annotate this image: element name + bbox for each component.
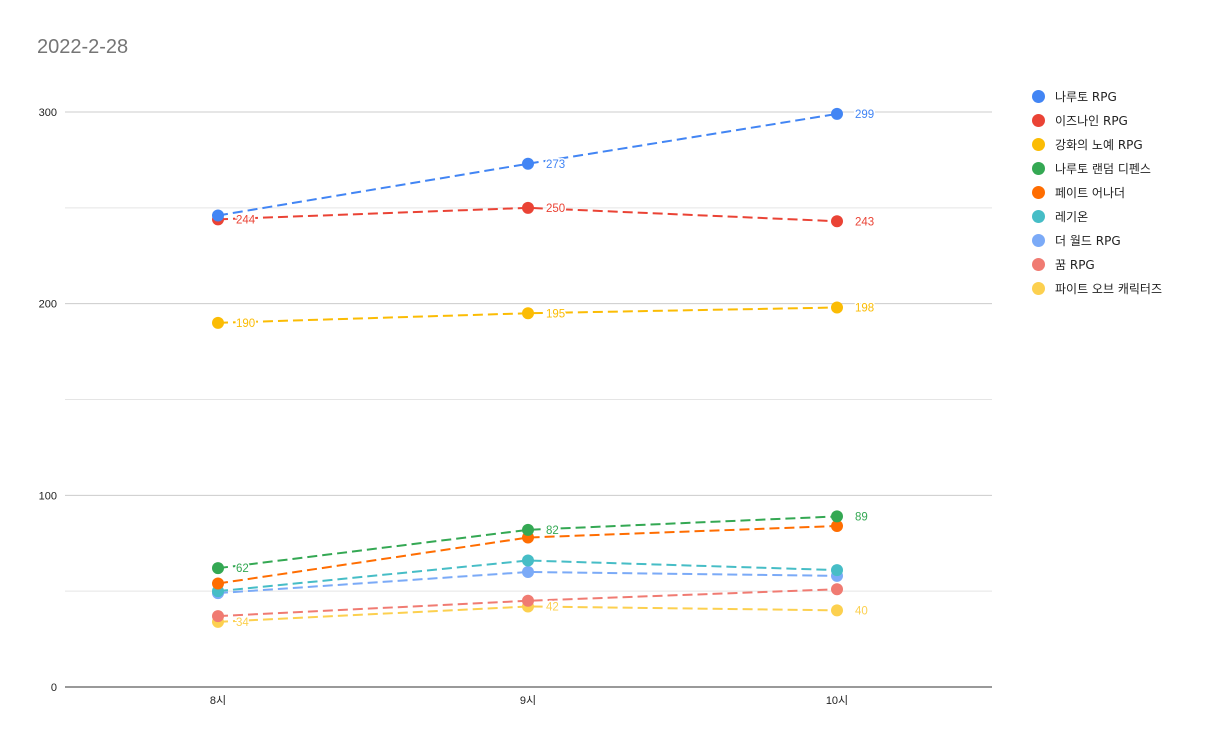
legend-label: 나루토 RPG	[1055, 89, 1117, 104]
series-line	[217, 570, 838, 595]
x-tick-label: 10시	[826, 695, 848, 707]
legend-swatch	[1032, 209, 1045, 223]
legend-item: 꿈 RPG	[1032, 252, 1162, 276]
data-label: 89	[855, 511, 868, 523]
data-label: 198	[855, 303, 874, 315]
data-label: 82	[546, 525, 559, 537]
legend-swatch	[1032, 185, 1045, 199]
legend-item: 나루토 랜덤 디펜스	[1032, 156, 1162, 180]
data-point	[212, 610, 224, 623]
legend-label: 파이트 오브 캐릭터즈	[1055, 281, 1162, 296]
data-label: 34	[236, 617, 249, 629]
legend-item: 레기온	[1032, 204, 1162, 228]
legend-item: 더 월드 RPG	[1032, 228, 1162, 252]
legend-item: 이즈나인 RPG	[1032, 108, 1162, 132]
data-label: 243	[855, 216, 874, 228]
data-point	[212, 577, 224, 590]
data-point	[522, 523, 534, 536]
series-line	[217, 605, 838, 623]
data-label: 195	[546, 308, 565, 320]
series-line	[217, 206, 838, 223]
legend-item: 파이트 오브 캐릭터즈	[1032, 276, 1162, 300]
x-tick-label: 9시	[520, 695, 536, 707]
data-label: 273	[546, 159, 565, 171]
legend-swatch	[1032, 257, 1045, 271]
data-point	[831, 583, 843, 596]
chart-title: 2022-2-28	[37, 36, 129, 58]
data-point	[212, 562, 224, 575]
data-label: 40	[855, 605, 868, 617]
legend-item: 강화의 노예 RPG	[1032, 132, 1162, 156]
data-label: 299	[855, 109, 874, 121]
legend-swatch	[1032, 89, 1045, 103]
data-point	[522, 157, 534, 170]
data-point	[522, 201, 534, 214]
data-point	[522, 554, 534, 567]
data-point	[831, 520, 843, 532]
series-line	[217, 515, 838, 570]
data-label: 42	[546, 602, 559, 614]
data-point	[831, 301, 843, 314]
data-label: 244	[236, 214, 256, 226]
y-tick-label: 100	[39, 490, 57, 502]
data-point	[831, 604, 843, 617]
legend-label: 페이트 어나더	[1055, 185, 1126, 200]
data-point	[212, 316, 224, 329]
legend-label: 강화의 노예 RPG	[1055, 137, 1143, 152]
y-tick-label: 200	[39, 299, 57, 311]
data-point	[831, 107, 843, 120]
data-point	[212, 209, 224, 222]
data-point	[522, 307, 534, 320]
legend-label: 레기온	[1055, 209, 1089, 224]
series-line	[217, 525, 838, 585]
legend-label: 이즈나인 RPG	[1055, 113, 1128, 128]
legend-swatch	[1032, 137, 1045, 151]
legend-swatch	[1032, 233, 1045, 247]
x-tick-label: 8시	[210, 695, 226, 707]
legend-item: 페이트 어나더	[1032, 180, 1162, 204]
data-label: 190	[236, 318, 255, 330]
legend-label: 나루토 랜덤 디펜스	[1055, 161, 1151, 176]
y-tick-label: 0	[51, 682, 57, 694]
series-line	[217, 588, 838, 618]
data-point	[831, 215, 843, 228]
series-line	[217, 559, 838, 593]
legend-label: 꿈 RPG	[1055, 257, 1095, 272]
legend-label: 더 월드 RPG	[1055, 233, 1121, 248]
series-line	[217, 306, 838, 324]
data-point	[831, 510, 843, 523]
legend-swatch	[1032, 161, 1045, 175]
data-point	[522, 566, 534, 578]
legend-item: 나루토 RPG	[1032, 84, 1162, 108]
y-tick-label: 300	[39, 107, 57, 119]
data-point	[522, 594, 534, 607]
legend-swatch	[1032, 281, 1045, 295]
data-label: 62	[236, 563, 249, 575]
legend-swatch	[1032, 113, 1045, 127]
data-point	[831, 564, 843, 577]
data-label: 250	[546, 203, 565, 215]
